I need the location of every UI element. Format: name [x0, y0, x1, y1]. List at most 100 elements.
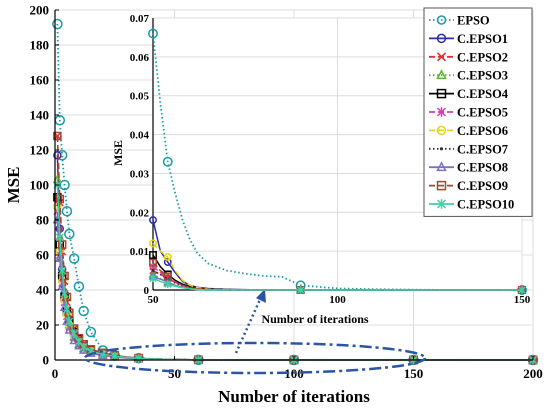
inset-point-0-2-shape: [162, 156, 173, 167]
inset-point-1-2: [163, 258, 172, 266]
inset-point-0-2: [162, 156, 173, 167]
legend-swatch-marker: [436, 52, 447, 62]
legend-entry-3: C.EPSO3: [429, 69, 508, 83]
main-point-0-8: [78, 305, 89, 317]
legend-label: C.EPSO7: [457, 142, 508, 156]
inset-y-tick-label: 0.07: [130, 13, 150, 25]
inset-x-tick-label: 100: [329, 294, 346, 306]
x-axis-title: Number of iterations: [218, 387, 370, 406]
inset-point-10-18: [518, 286, 526, 294]
legend-swatch-marker-shape: [436, 52, 447, 62]
inset-point-1-2-shape: [163, 258, 172, 266]
inset-y-axis-title: MSE: [111, 140, 125, 166]
main-point-0-7-shape: [73, 281, 85, 292]
legend-label: C.EPSO9: [457, 179, 508, 193]
legend-entry-7: C.EPSO7: [429, 142, 508, 156]
main-point-9-1-shape: [55, 194, 65, 204]
legend-swatch-marker-shape: [436, 125, 447, 136]
main-point-0-6: [68, 253, 80, 264]
main-point-0-0-shape: [52, 18, 63, 30]
main-point-10-8: [79, 342, 88, 352]
main-point-10-13: [134, 354, 143, 363]
main-y-tick-label: 200: [30, 3, 50, 18]
main-y-tick-label: 40: [36, 283, 49, 298]
zoom-arrow-head: [256, 289, 266, 303]
legend-label: C.EPSO4: [457, 87, 509, 101]
main-point-0-4-shape: [61, 206, 73, 217]
main-point-0-4: [61, 206, 73, 217]
inset-point-6-0-shape: [149, 239, 157, 248]
main-point-0-9-shape: [85, 326, 97, 338]
legend: EPSO C.EPSO1 C.EPSO2 C.EPSO3 C.EPSO4 C.EPSO5 C…: [423, 7, 533, 217]
main-point-10-11: [110, 351, 119, 361]
legend-label: C.EPSO3: [457, 69, 508, 83]
legend-swatch-marker: [436, 125, 447, 136]
inset-point-0-0-shape: [148, 28, 158, 39]
inset-point-9-0-shape: [149, 258, 157, 267]
legend-swatch-marker-shape: [436, 69, 447, 80]
legend-swatch-marker: [436, 88, 447, 99]
legend-entry-10: C.EPSO10: [429, 198, 514, 212]
legend-swatch-marker: [436, 180, 447, 191]
y-axis-title: MSE: [4, 167, 23, 204]
main-point-0-7: [73, 281, 85, 292]
main-point-8-8-shape: [78, 344, 89, 354]
inset-point-9-0: [149, 258, 157, 267]
legend-entry-2: C.EPSO2: [429, 50, 508, 64]
main-point-9-2: [57, 240, 67, 249]
main-point-10-5: [65, 317, 74, 326]
inset-x-tick-label: 50: [148, 294, 160, 306]
legend-label: EPSO: [457, 14, 490, 28]
legend-swatch-marker: [436, 107, 447, 117]
main-point-9-5-shape: [65, 308, 74, 317]
inset-y-tick-label: 0.03: [130, 168, 150, 180]
legend-label: C.EPSO5: [457, 106, 508, 120]
main-x-tick-label: 200: [523, 366, 543, 381]
legend-swatch-marker-shape: [436, 88, 447, 99]
main-y-tick-label: 180: [30, 38, 50, 53]
legend-swatch-marker: [436, 33, 447, 44]
inset-y-tick-label: 0.02: [130, 207, 150, 219]
main-point-9-4-shape: [62, 292, 72, 302]
inset-point-7-0: [151, 268, 155, 273]
main-x-tick-label: 150: [404, 366, 424, 381]
main-x-tick-label: 50: [168, 366, 181, 381]
main-point-10-1: [55, 233, 64, 242]
legend-entry-5: C.EPSO5: [429, 106, 508, 120]
main-y-tick-label: 160: [30, 73, 50, 88]
legend-entry-1: C.EPSO1: [429, 32, 508, 46]
main-x-tick-label: 0: [52, 366, 59, 381]
inset-x-axis-title: Number of iterations: [261, 312, 368, 326]
inset-point-9-2: [163, 272, 172, 281]
zoom-region-ellipse: [83, 341, 427, 375]
inset-series-line-0: [152, 33, 522, 291]
inset-point-10-0: [149, 274, 157, 283]
legend-swatch-marker: [436, 199, 447, 209]
main-point-0-5: [64, 228, 75, 240]
main-y-tick-label: 60: [36, 248, 49, 263]
main-point-9-5: [65, 308, 74, 317]
legend-label: C.EPSO2: [457, 50, 508, 64]
inset-y-tick-label: 0.01: [130, 246, 149, 258]
inset-point-10-12: [296, 286, 305, 294]
legend-label: C.EPSO1: [457, 32, 508, 46]
legend-swatch-marker-shape: [436, 161, 447, 172]
legend-swatch-marker-shape: [439, 147, 444, 151]
main-y-tick-label: 120: [30, 143, 50, 158]
main-point-0-3-shape: [59, 179, 70, 191]
main-point-9-0-shape: [53, 131, 62, 141]
legend-swatch-marker: [436, 161, 447, 172]
main-point-9-0: [53, 131, 62, 141]
main-y-tick-label: 100: [30, 178, 50, 193]
inset-y-tick-label: 0: [144, 285, 150, 297]
main-y-tick-label: 80: [36, 213, 49, 228]
main-point-0-9: [85, 326, 97, 338]
main-point-8-8: [78, 344, 89, 354]
legend-label: C.EPSO10: [457, 198, 514, 212]
legend-entry-4: C.EPSO4: [429, 87, 509, 101]
inset-point-1-0: [149, 216, 157, 225]
main-point-0-5-shape: [64, 228, 75, 240]
main-point-10-6: [70, 329, 79, 338]
inset-point-1-0-shape: [149, 216, 157, 225]
